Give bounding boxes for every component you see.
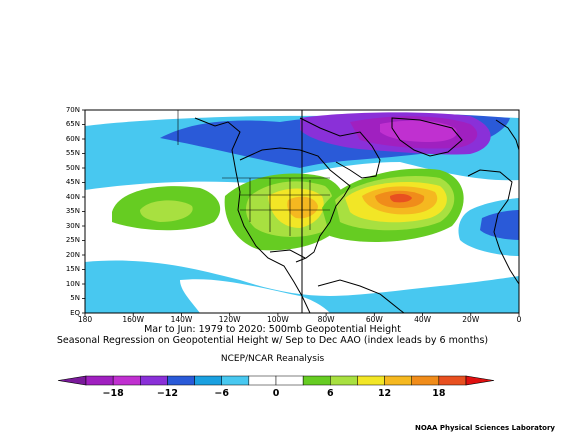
axis-ticks xyxy=(82,109,520,316)
colorbar xyxy=(57,375,495,386)
colorbar-swatch xyxy=(248,375,277,386)
lat-label: 5N xyxy=(70,294,80,302)
colorbar-min-arrow xyxy=(57,375,87,386)
coastlines xyxy=(194,117,519,313)
colorbar-swatch xyxy=(330,375,358,386)
lon-label: 40W xyxy=(414,315,432,324)
colorbar-label: 6 xyxy=(326,388,334,399)
lat-label: 60N xyxy=(65,134,80,143)
colorbar-max-arrow xyxy=(465,375,495,386)
lat-label: 20N xyxy=(65,250,80,259)
colorbar-swatch xyxy=(438,375,467,386)
caption-subtitle: Seasonal Regression on Geopotential Heig… xyxy=(56,335,489,346)
colorbar-swatch xyxy=(112,375,141,386)
caption-dataset: NCEP/NCAR Reanalysis xyxy=(220,354,325,364)
lon-label: 100W xyxy=(267,315,289,324)
colorbar-swatch xyxy=(411,375,440,386)
credit-text: NOAA Physical Sciences Laboratory xyxy=(414,424,555,432)
lat-label: 50N xyxy=(65,163,80,172)
lon-label: 20W xyxy=(462,315,480,324)
lat-label: 55N xyxy=(65,149,80,157)
lat-label: 30N xyxy=(65,221,80,230)
lat-label: 40N xyxy=(65,192,80,201)
lat-label: 70N xyxy=(65,105,80,114)
colorbar-swatch xyxy=(384,375,412,386)
lat-label: 10N xyxy=(65,279,80,288)
colorbar-swatch xyxy=(194,375,222,386)
colorbar-swatch xyxy=(140,375,168,386)
lat-label: EQ xyxy=(70,308,80,317)
colorbar-swatch xyxy=(221,375,250,386)
colorbar-label: 18 xyxy=(432,388,446,399)
lon-label: 60W xyxy=(365,315,383,324)
colorbar-swatch xyxy=(302,375,331,386)
colorbar-label: −6 xyxy=(214,388,229,399)
colorbar-swatch xyxy=(85,375,114,386)
lat-label: 45N xyxy=(65,178,80,186)
lon-label: 80W xyxy=(317,315,335,324)
lon-label: 120W xyxy=(218,315,241,324)
colorbar-label: 0 xyxy=(272,388,280,399)
colorbar-label: 12 xyxy=(377,388,392,399)
colorbar-swatch xyxy=(167,375,195,386)
colorbar-swatch xyxy=(357,375,385,386)
caption-title: Mar to Jun: 1979 to 2020: 500mb Geopoten… xyxy=(144,324,401,335)
lat-label: 25N xyxy=(65,236,80,244)
lon-label: 140W xyxy=(170,315,193,324)
lat-label: 35N xyxy=(65,207,80,215)
lat-label: 15N xyxy=(65,265,80,273)
lon-label: 0 xyxy=(516,315,522,324)
lon-label: 180 xyxy=(77,315,93,324)
colorbar-label: −18 xyxy=(102,388,124,399)
colorbar-swatch xyxy=(275,375,304,386)
political-borders xyxy=(177,110,330,236)
colorbar-label: −12 xyxy=(156,388,179,399)
lat-label: 65N xyxy=(65,120,80,128)
lon-label: 160W xyxy=(122,315,145,324)
